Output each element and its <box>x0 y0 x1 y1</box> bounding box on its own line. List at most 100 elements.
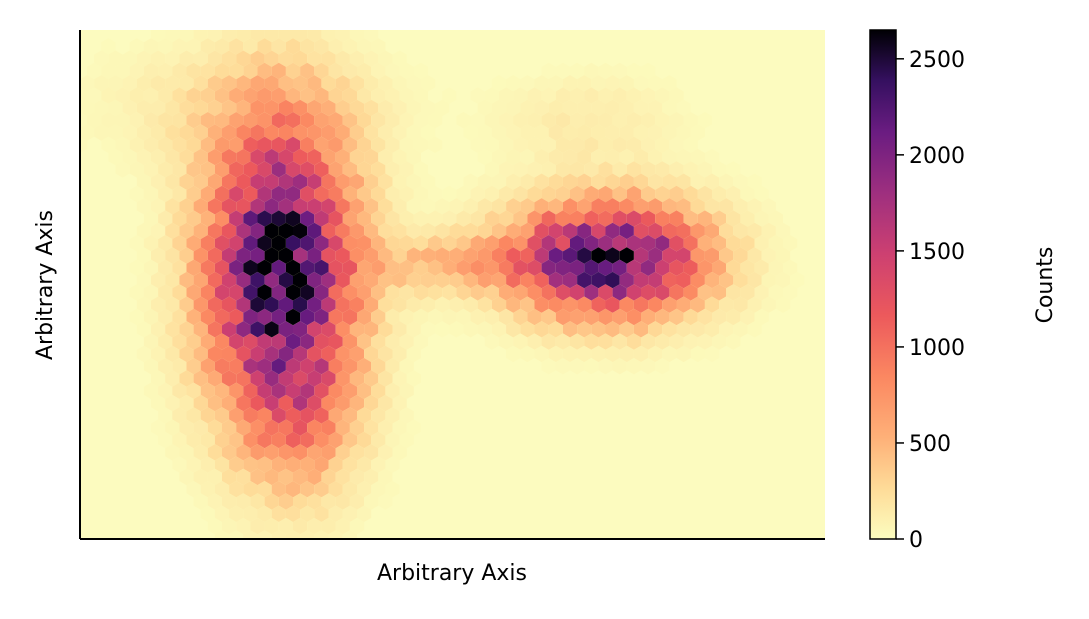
hexbin-cell <box>555 308 570 326</box>
hexbin-cell <box>129 112 144 129</box>
hexbin-cell <box>186 161 201 178</box>
hexbin-cell <box>740 235 755 252</box>
hexbin-cell <box>328 62 343 80</box>
hexbin-cell <box>214 161 230 178</box>
hexbin-cell <box>726 210 741 227</box>
hexbin-cell <box>285 210 301 227</box>
hexbin-cell <box>342 112 357 129</box>
hexbin-cell <box>591 321 606 338</box>
hexbin-cell <box>193 75 208 92</box>
hexbin-cell <box>214 235 230 252</box>
hexbin-cell <box>477 296 492 313</box>
hexbin-cell <box>641 308 656 326</box>
hexbin-cell <box>733 321 748 338</box>
hexbin-cell <box>229 530 244 539</box>
hexbin-cell <box>491 321 507 338</box>
hexbin-cell <box>541 161 556 178</box>
hexbin-cell <box>775 247 791 264</box>
hexbin-cell <box>172 235 187 252</box>
hexbin-cell <box>484 210 499 227</box>
hexbin-cell <box>243 259 258 276</box>
hexbin-cell <box>484 333 499 350</box>
hexbin-cell <box>278 370 293 387</box>
hexbin-cell <box>477 99 492 117</box>
hexbin-cell <box>307 198 322 215</box>
hexbin-cell <box>648 222 663 240</box>
hexbin-cell <box>420 321 436 338</box>
hexbin-cell <box>562 222 578 240</box>
hexbin-cell <box>506 173 521 190</box>
hexbin-cell <box>293 124 308 141</box>
hexbin-cell <box>335 296 350 313</box>
hexbin-cell <box>570 235 585 252</box>
hexbin-cell <box>236 173 251 190</box>
hexbin-cell <box>662 148 677 166</box>
hexbin-cell <box>349 444 365 461</box>
hexbin-cell <box>534 148 549 166</box>
hexbin-cell <box>641 87 656 104</box>
hexbin-cell <box>151 247 166 264</box>
hexbin-cell <box>484 87 499 104</box>
hexbin-cell <box>165 370 180 387</box>
hexbin-cell <box>541 62 556 80</box>
hexbin-cell <box>584 161 599 178</box>
hexbin-cell <box>328 161 343 178</box>
hexbin-cell <box>605 271 620 289</box>
hexbin-cell <box>371 308 386 326</box>
hexbin-cell <box>435 321 450 338</box>
hexbin-cell <box>697 284 712 301</box>
hexbin-cell <box>357 407 372 424</box>
hexbin-cell <box>420 99 436 117</box>
hexbin-cell <box>520 247 535 264</box>
hexbin-cell <box>143 185 159 203</box>
hexbin-cell <box>584 87 599 104</box>
hexbin-cell <box>655 87 670 104</box>
hexbin-cell <box>584 358 599 375</box>
hexbin-cell <box>392 444 407 461</box>
hexbin-cell <box>172 382 187 399</box>
hexbin-cell <box>577 222 592 240</box>
hexbin-cell <box>406 75 421 92</box>
hexbin-cell <box>101 136 116 153</box>
hexbin-cell <box>541 259 556 276</box>
hexbin-cell <box>250 444 265 461</box>
hexbin-cell <box>307 517 322 535</box>
hexbin-cell <box>683 284 698 301</box>
hexbin-cell <box>399 161 414 178</box>
hexbin-cell <box>364 493 379 510</box>
hexbin-cell <box>420 173 436 190</box>
hexbin-cell <box>697 333 712 350</box>
hexbin-cell <box>584 62 599 80</box>
hexbin-cell <box>413 62 428 80</box>
hexbin-cell <box>236 222 251 240</box>
hexbin-cell <box>484 284 499 301</box>
hexbin-cell <box>378 148 393 166</box>
hexbin-cell <box>264 124 279 141</box>
hexbin-cell <box>293 173 308 190</box>
hexbin-cell <box>293 517 308 535</box>
hexbin-cell <box>264 50 279 67</box>
hexbin-cell <box>619 173 634 190</box>
hexbin-cell <box>143 62 159 80</box>
hexbin-cell <box>555 358 570 375</box>
hexbin-cell <box>321 222 336 240</box>
hexbin-cell <box>491 296 507 313</box>
hexbin-cell <box>669 235 684 252</box>
hexbin-cell <box>122 148 137 166</box>
hexbin-cell <box>633 75 649 92</box>
hexbin-cell <box>293 222 308 240</box>
hexbin-cell <box>726 259 741 276</box>
hexbin-cell <box>80 99 95 117</box>
hexbin-cell <box>357 136 372 153</box>
hexbin-cell <box>115 112 130 129</box>
hexbin-cell <box>598 136 613 153</box>
hexbin-cell <box>264 345 279 363</box>
hexbin-cell <box>484 112 499 129</box>
hexbin-cell <box>442 259 457 276</box>
hexbin-cell <box>321 271 336 289</box>
hexbin-cell <box>236 493 251 510</box>
hexbin-cell <box>314 14 328 30</box>
hexbin-cell <box>314 112 329 129</box>
hexbin-cell <box>463 198 478 215</box>
hexbin-cell <box>285 382 301 399</box>
